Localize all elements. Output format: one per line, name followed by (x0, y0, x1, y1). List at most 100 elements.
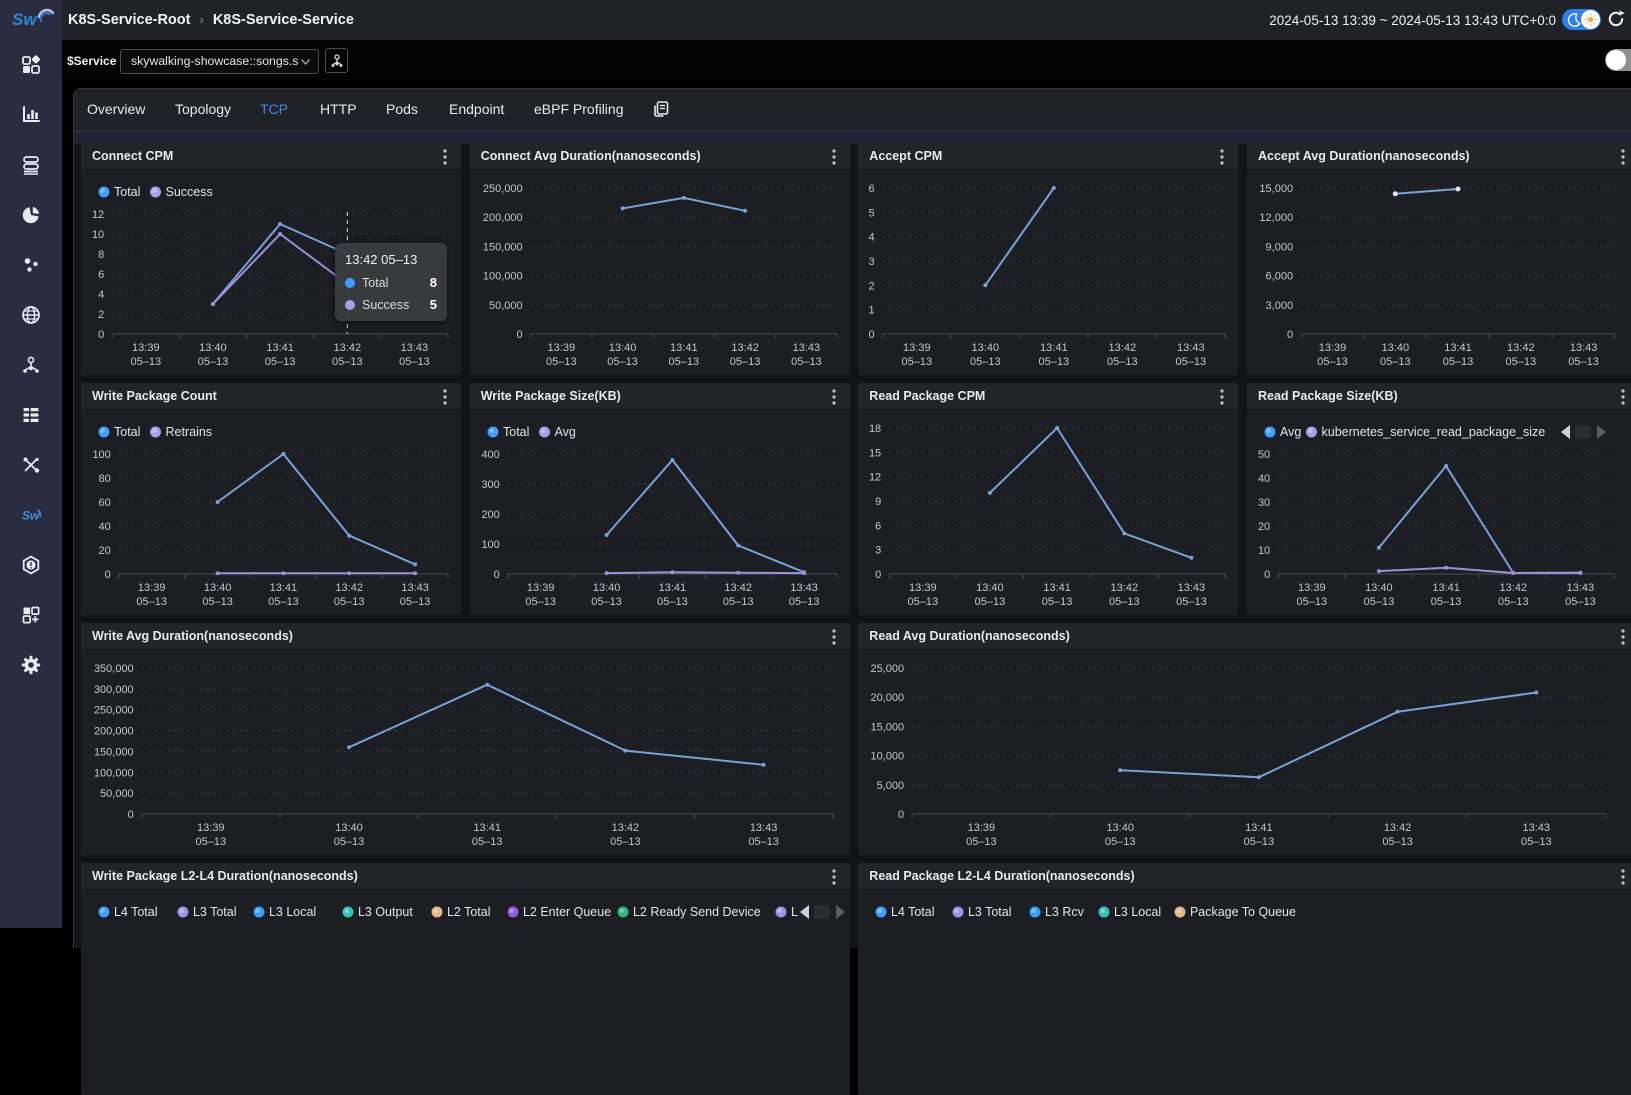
svg-text:05–13: 05–13 (723, 596, 754, 608)
svg-text:15,000: 15,000 (1259, 183, 1293, 195)
svg-text:0: 0 (516, 329, 522, 341)
svg-text:4: 4 (98, 289, 104, 301)
svg-text:50,000: 50,000 (100, 788, 134, 800)
svg-text:kubernetes_service_read_packag: kubernetes_service_read_package_size (1322, 425, 1546, 439)
svg-text:Package To Queue: Package To Queue (1190, 905, 1296, 919)
svg-text:Total: Total (503, 425, 529, 439)
svg-text:13:40: 13:40 (972, 342, 1000, 354)
svg-text:05–13: 05–13 (1107, 356, 1138, 368)
svg-text:12: 12 (869, 472, 881, 484)
svg-text:Avg: Avg (1280, 425, 1301, 439)
svg-text:05–13: 05–13 (525, 596, 556, 608)
svg-text:13:40: 13:40 (976, 582, 1004, 594)
svg-text:13:42: 13:42 (724, 582, 752, 594)
svg-text:05–13: 05–13 (399, 356, 430, 368)
svg-text:05–13: 05–13 (196, 836, 227, 848)
svg-text:13:41: 13:41 (266, 342, 294, 354)
svg-text:5: 5 (869, 207, 875, 219)
svg-text:13:39: 13:39 (527, 582, 555, 594)
svg-text:18: 18 (869, 423, 881, 435)
svg-text:2: 2 (869, 280, 875, 292)
svg-text:05–13: 05–13 (610, 836, 641, 848)
svg-text:13:40: 13:40 (204, 582, 232, 594)
svg-text:350,000: 350,000 (94, 663, 134, 675)
svg-text:13:39: 13:39 (197, 822, 225, 834)
svg-text:13:41: 13:41 (1444, 342, 1472, 354)
svg-text:13:41: 13:41 (658, 582, 686, 594)
svg-text:05–13: 05–13 (729, 356, 760, 368)
svg-text:L3 Output: L3 Output (358, 905, 413, 919)
svg-text:L3 Total: L3 Total (193, 905, 236, 919)
svg-text:150,000: 150,000 (94, 746, 134, 758)
svg-text:05–13: 05–13 (202, 596, 233, 608)
svg-text:0: 0 (128, 809, 134, 821)
svg-text:05–13: 05–13 (546, 356, 577, 368)
svg-text:25,000: 25,000 (871, 663, 905, 675)
svg-text:Sw: Sw (22, 509, 40, 523)
svg-text:05–13: 05–13 (1244, 836, 1275, 848)
svg-text:05–13: 05–13 (1364, 596, 1395, 608)
svg-text:05–13: 05–13 (1498, 596, 1529, 608)
svg-text:20: 20 (99, 545, 111, 557)
svg-text:1: 1 (869, 305, 875, 317)
svg-text:6: 6 (98, 269, 104, 281)
svg-text:Total: Total (114, 425, 140, 439)
svg-text:100,000: 100,000 (483, 271, 523, 283)
svg-text:05–13: 05–13 (657, 596, 688, 608)
svg-text:13:43: 13:43 (1567, 582, 1595, 594)
svg-text:50,000: 50,000 (489, 300, 523, 312)
svg-text:13:40: 13:40 (609, 342, 637, 354)
svg-text:13:42: 13:42 (1507, 342, 1535, 354)
svg-text:05–13: 05–13 (607, 356, 638, 368)
svg-text:6: 6 (875, 520, 881, 532)
svg-text:10: 10 (92, 229, 104, 241)
svg-text:300,000: 300,000 (94, 684, 134, 696)
svg-text:L3 Total: L3 Total (968, 905, 1012, 919)
svg-text:13:43: 13:43 (1523, 822, 1551, 834)
svg-text:13:42: 13:42 (1384, 822, 1412, 834)
svg-text:0: 0 (869, 329, 875, 341)
svg-text:05–13: 05–13 (668, 356, 699, 368)
svg-text:0: 0 (98, 329, 104, 341)
svg-text:05–13: 05–13 (400, 596, 431, 608)
svg-text:13:43: 13:43 (792, 342, 820, 354)
svg-text:12: 12 (92, 209, 104, 221)
svg-text:10: 10 (1258, 545, 1270, 557)
svg-text:13:43: 13:43 (750, 822, 777, 834)
svg-text:13:39: 13:39 (547, 342, 575, 354)
svg-text:Avg: Avg (554, 425, 575, 439)
svg-text:6: 6 (869, 183, 875, 195)
svg-text:05–13: 05–13 (1565, 596, 1596, 608)
svg-text:L4 Total: L4 Total (114, 905, 158, 919)
svg-text:05–13: 05–13 (1521, 836, 1552, 848)
svg-text:0: 0 (493, 569, 499, 581)
svg-text:13:41: 13:41 (1040, 342, 1068, 354)
svg-text:13:41: 13:41 (670, 342, 698, 354)
svg-text:13:42: 13:42 (1500, 582, 1528, 594)
svg-text:05–13: 05–13 (788, 596, 819, 608)
svg-text:Retrains: Retrains (166, 425, 213, 439)
svg-text:05–13: 05–13 (136, 596, 167, 608)
svg-text:05–13: 05–13 (198, 356, 229, 368)
svg-text:100: 100 (92, 449, 110, 461)
svg-text:05–13: 05–13 (1109, 596, 1140, 608)
svg-text:13:42: 13:42 (335, 582, 363, 594)
svg-text:05–13: 05–13 (975, 596, 1006, 608)
svg-text:3,000: 3,000 (1266, 300, 1294, 312)
svg-text:L2 Total: L2 Total (447, 905, 491, 919)
svg-text:05–13: 05–13 (1039, 356, 1070, 368)
svg-text:13:40: 13:40 (1107, 822, 1135, 834)
svg-text:05–13: 05–13 (1380, 356, 1411, 368)
svg-text:0: 0 (898, 809, 904, 821)
svg-text:05–13: 05–13 (1443, 356, 1474, 368)
svg-text:L4 Total: L4 Total (891, 905, 935, 919)
svg-text:L2 Ready Send Device: L2 Ready Send Device (633, 905, 761, 919)
svg-text:50: 50 (1258, 449, 1270, 461)
svg-text:05–13: 05–13 (1317, 356, 1348, 368)
svg-text:05–13: 05–13 (1506, 356, 1537, 368)
svg-text:5,000: 5,000 (877, 780, 905, 792)
svg-text:13:40: 13:40 (1382, 342, 1410, 354)
svg-text:L2 Enter Queue: L2 Enter Queue (523, 905, 611, 919)
svg-text:60: 60 (99, 497, 111, 509)
svg-text:13:41: 13:41 (1044, 582, 1072, 594)
